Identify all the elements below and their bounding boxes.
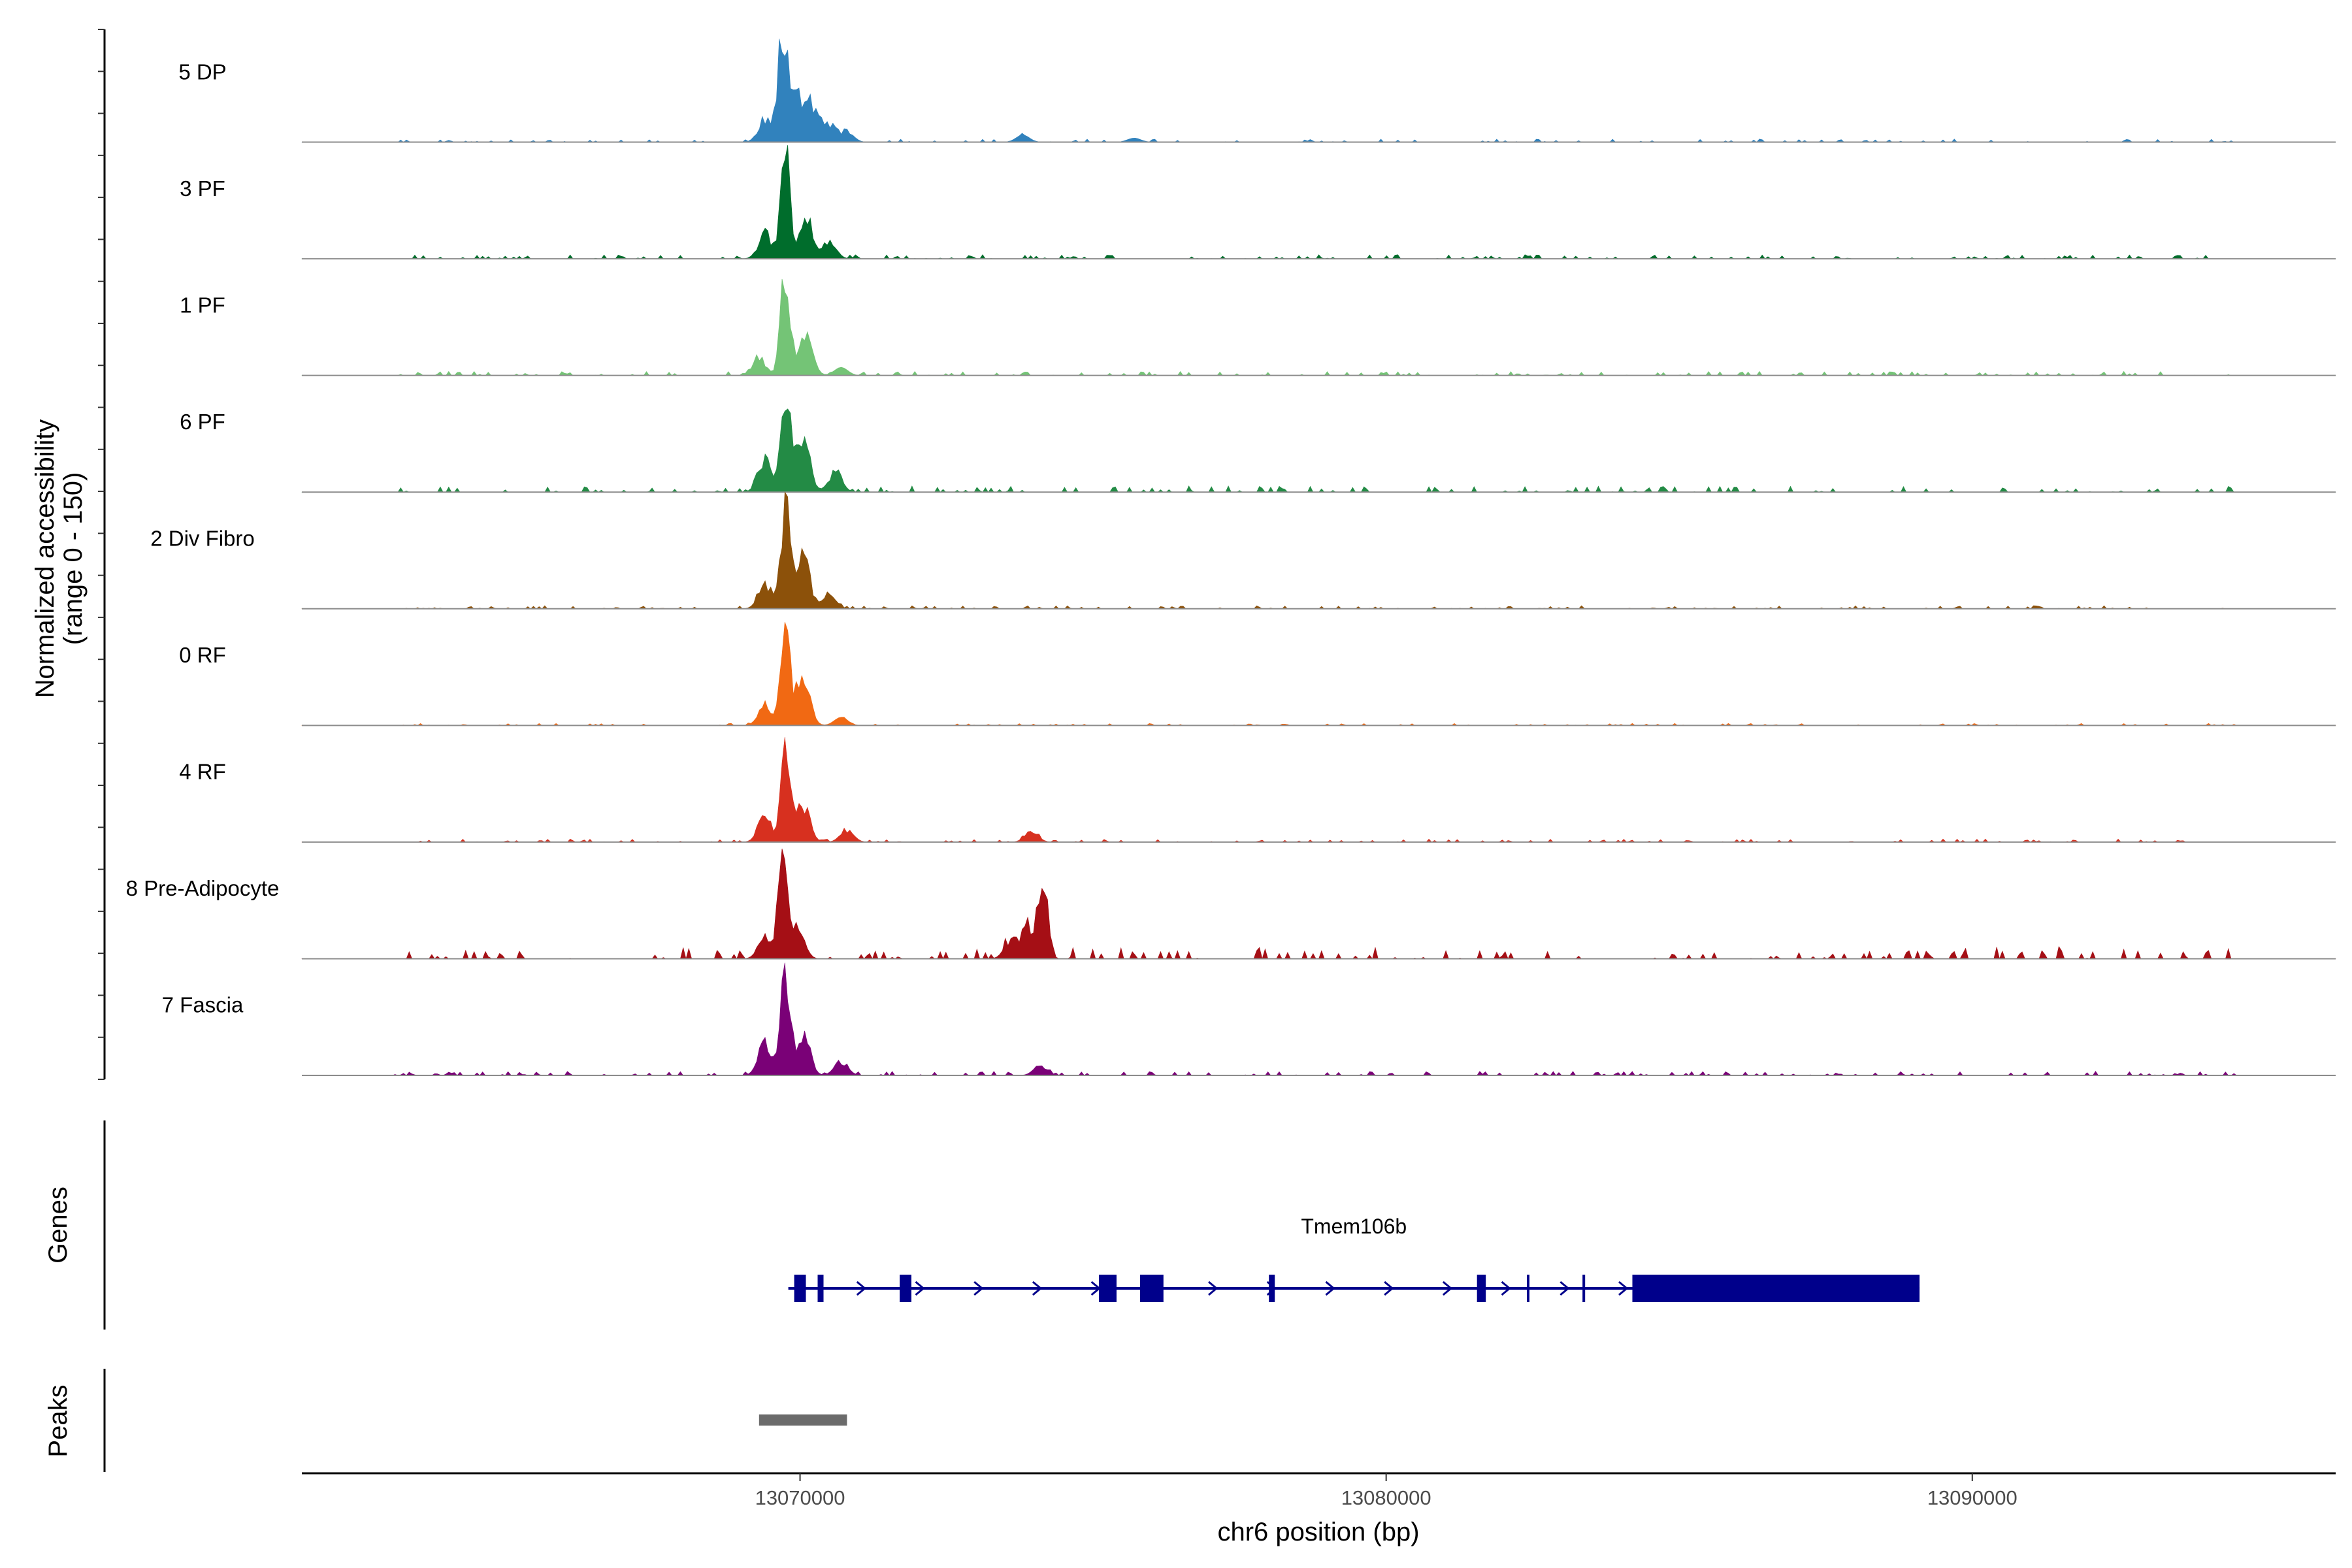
gene-exon	[1582, 1275, 1586, 1302]
x-tick-label: 13070000	[755, 1486, 845, 1509]
track-2-div-fibro: 2 Div Fibro	[150, 491, 2336, 610]
strand-arrow	[1032, 1281, 1043, 1296]
track-label: 7 Fascia	[162, 993, 244, 1017]
peak-region	[759, 1414, 847, 1426]
track-label: 3 PF	[180, 176, 225, 201]
track-label: 1 PF	[180, 293, 225, 317]
strand-arrow	[856, 1281, 867, 1296]
peak-regions	[759, 1414, 847, 1426]
track-label: 2 Div Fibro	[150, 527, 255, 551]
genes-track-title: Genes	[44, 1186, 73, 1264]
gene-model	[788, 1275, 1920, 1302]
gene-exon	[1099, 1275, 1117, 1302]
strand-arrow	[1442, 1281, 1453, 1296]
gene-exon	[900, 1275, 911, 1302]
peaks-track-title: Peaks	[44, 1384, 73, 1457]
gene-name-label: Tmem106b	[1301, 1215, 1407, 1238]
gene-exon	[1139, 1275, 1164, 1302]
track-1-pf: 1 PF	[180, 278, 2336, 376]
x-axis-title: chr6 position (bp)	[1217, 1518, 1419, 1546]
track-label: 6 PF	[180, 410, 225, 434]
gene-exon	[1632, 1275, 1920, 1302]
strand-arrow	[1560, 1281, 1570, 1296]
gene-exon	[817, 1275, 824, 1302]
coverage-y-ticks	[98, 29, 105, 1080]
track-label: 0 RF	[179, 643, 226, 667]
gene-exon	[1477, 1275, 1486, 1302]
strand-arrow	[973, 1281, 984, 1296]
x-axis-ticks: 13070000 13080000 13090000	[755, 1473, 2017, 1509]
track-5-dp: 5 DP	[178, 39, 2336, 143]
gene-exon	[794, 1275, 806, 1302]
strand-arrow	[1501, 1281, 1511, 1296]
strand-arrow	[1325, 1281, 1335, 1296]
strand-arrow	[915, 1281, 925, 1296]
x-tick-label: 13080000	[1341, 1486, 1431, 1509]
strand-arrow	[1618, 1281, 1629, 1296]
strand-arrow	[1208, 1281, 1218, 1296]
y-axis-title: Normalized accessibility	[31, 419, 59, 698]
track-7-fascia: 7 Fascia	[162, 962, 2336, 1076]
track-3-pf: 3 PF	[180, 145, 2336, 260]
gene-exon	[1269, 1275, 1275, 1302]
track-4-rf: 4 RF	[179, 737, 2336, 843]
track-6-pf: 6 PF	[180, 408, 2336, 493]
y-axis-subtitle: (range 0 - 150)	[59, 472, 88, 645]
track-0-rf: 0 RF	[179, 622, 2336, 727]
track-label: 5 DP	[178, 59, 226, 84]
strand-arrow	[1384, 1281, 1394, 1296]
track-label: 4 RF	[179, 760, 226, 784]
x-tick-label: 13090000	[1927, 1486, 2017, 1509]
coverage-tracks: 5 DP 3 PF 1 PF 6 PF 2 Div Fibro 0 RF 4 RF 8 Pre…	[126, 39, 2336, 1076]
track-8-pre-adipocyte: 8 Pre-Adipocyte	[126, 848, 2336, 960]
gene-exon	[1527, 1275, 1529, 1302]
track-label: 8 Pre-Adipocyte	[126, 876, 280, 900]
